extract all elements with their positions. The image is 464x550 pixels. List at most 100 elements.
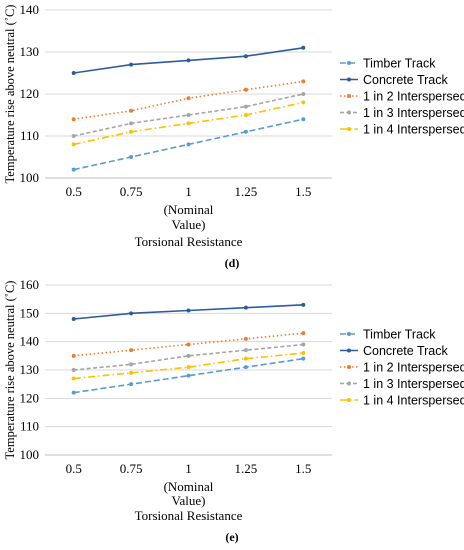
x-tick-label: 1.5 — [295, 461, 311, 476]
series-timber-track — [71, 356, 306, 395]
x-tick-label: 1 — [185, 184, 192, 199]
x-tick-note: Value) — [172, 217, 206, 232]
legend-label: 1 in 2 Interspersed — [363, 90, 464, 104]
data-point — [129, 108, 134, 113]
data-point — [186, 353, 191, 358]
y-tick-label: 140 — [20, 334, 40, 349]
x-tick-label: 0.75 — [120, 184, 143, 199]
y-axis-title: Temperature rise above neutral (˚C) — [3, 281, 17, 460]
data-point — [243, 348, 248, 353]
x-tick-label: 0.5 — [66, 461, 82, 476]
y-tick-label: 130 — [20, 362, 40, 377]
series-line — [73, 93, 304, 137]
data-point — [243, 305, 248, 310]
legend: Timber Track Concrete Track 1 in 2 Intersp… — [340, 328, 464, 408]
data-point — [129, 362, 134, 367]
data-point — [186, 308, 191, 313]
x-axis-title: Torsional Resistance — [135, 234, 243, 249]
y-tick-label: 100 — [20, 170, 40, 185]
y-axis-title: Temperature rise above neutral (˚C) — [3, 5, 17, 184]
chart-panel-e: 100 110 120 130 140 150 160 0.5 0.75 1 1.25 1.5 (Nom… — [3, 277, 464, 544]
legend-marker — [347, 127, 351, 131]
legend-label: Concrete Track — [363, 73, 449, 87]
x-tick-label: 1.5 — [295, 184, 311, 199]
series-concrete-track — [71, 302, 306, 321]
data-point — [301, 331, 306, 336]
legend-label: Concrete Track — [363, 344, 449, 358]
series-1-in-4-interspersed — [71, 351, 306, 381]
data-point — [243, 87, 248, 92]
data-point — [243, 336, 248, 341]
data-point — [186, 113, 191, 117]
series-line — [73, 352, 304, 380]
legend-marker — [347, 110, 351, 115]
data-point — [186, 96, 191, 101]
y-tick-label: 100 — [20, 447, 40, 462]
y-tick-label: 110 — [20, 419, 39, 434]
data-point — [186, 365, 191, 370]
series-1-in-3-interspersed — [71, 92, 306, 138]
data-point — [71, 317, 76, 321]
data-point — [301, 351, 306, 355]
x-tick-note: Value) — [172, 493, 206, 508]
data-point — [186, 142, 191, 147]
series-1-in-2-interspersed — [71, 79, 306, 122]
legend-marker — [347, 332, 351, 336]
data-point — [129, 311, 134, 316]
legend-marker — [347, 61, 351, 65]
data-point — [301, 79, 306, 84]
legend-label: 1 in 3 Interspersed — [363, 106, 464, 120]
series-line — [73, 332, 304, 357]
legend-label: 1 in 3 Interspersed — [363, 377, 464, 391]
data-point — [71, 167, 76, 172]
legend-label: Timber Track — [363, 328, 436, 342]
x-tick-label: 1 — [185, 461, 192, 476]
series-timber-track — [71, 117, 306, 172]
legend: Timber Track Concrete Track 1 in 2 Intersp… — [340, 57, 464, 137]
series-1-in-2-interspersed — [71, 331, 306, 358]
legend-marker — [347, 365, 351, 369]
legend-marker — [347, 348, 351, 353]
data-point — [129, 155, 134, 159]
x-tick-note: (Nominal — [164, 202, 214, 217]
x-tick-label: 1.25 — [235, 461, 258, 476]
data-point — [129, 348, 134, 353]
x-tick-note: (Nominal — [164, 479, 214, 494]
data-point — [243, 356, 248, 361]
data-point — [71, 71, 76, 75]
data-point — [301, 92, 306, 96]
x-axis-title: Torsional Resistance — [135, 508, 243, 523]
data-point — [186, 58, 191, 63]
series-1-in-3-interspersed — [71, 342, 306, 372]
data-point — [301, 100, 306, 105]
data-point — [71, 390, 76, 395]
data-point — [301, 117, 306, 122]
data-point — [301, 302, 306, 307]
x-tick-label: 0.5 — [66, 184, 82, 199]
panel-label: (e) — [225, 530, 238, 544]
data-point — [129, 129, 134, 134]
legend-label: 1 in 4 Interspersed — [363, 394, 464, 408]
data-point — [129, 370, 134, 375]
legend-label: 1 in 4 Interspersed — [363, 123, 464, 137]
data-point — [186, 342, 191, 347]
y-tick-label: 150 — [20, 305, 40, 320]
data-point — [129, 62, 134, 67]
y-tick-label: 110 — [20, 128, 39, 143]
x-tick-label: 0.75 — [120, 461, 143, 476]
y-tick-label: 160 — [20, 277, 40, 292]
data-point — [186, 121, 191, 126]
data-point — [243, 365, 248, 370]
data-point — [129, 121, 134, 126]
data-point — [71, 368, 76, 372]
chart-panel-d: 100 110 120 130 140 0.5 0.75 1 1.25 1.5 (NominalVa… — [3, 2, 464, 270]
y-tick-label: 120 — [20, 390, 40, 405]
data-point — [301, 342, 306, 347]
series-line — [73, 357, 304, 394]
legend-label: Timber Track — [363, 57, 436, 71]
data-point — [71, 142, 76, 147]
data-point — [301, 45, 306, 50]
y-tick-label: 130 — [20, 44, 40, 59]
y-tick-label: 120 — [20, 86, 40, 101]
legend-label: 1 in 2 Interspersed — [363, 361, 464, 375]
